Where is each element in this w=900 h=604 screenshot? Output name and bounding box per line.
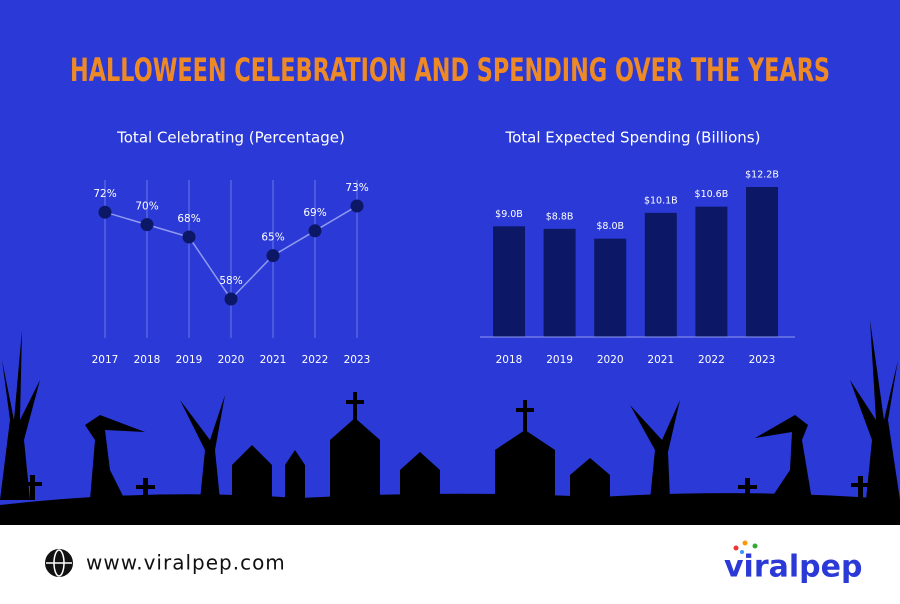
x-tick-label: 2019 bbox=[546, 354, 573, 366]
value-label: $10.6B bbox=[695, 189, 729, 200]
x-tick-label: 2020 bbox=[218, 354, 245, 366]
bar bbox=[644, 212, 677, 337]
x-tick-label: 2023 bbox=[749, 354, 776, 366]
value-label: 70% bbox=[135, 201, 158, 213]
footer bbox=[0, 525, 900, 600]
x-tick-label: 2020 bbox=[597, 354, 624, 366]
point bbox=[266, 249, 280, 263]
page-title: HALLOWEEN CELEBRATION AND SPENDING OVER … bbox=[70, 51, 830, 89]
point bbox=[182, 230, 196, 244]
point bbox=[308, 224, 322, 238]
value-label: $10.1B bbox=[644, 195, 678, 206]
logo-dots bbox=[733, 540, 758, 554]
point bbox=[98, 205, 112, 219]
x-tick-label: 2022 bbox=[302, 354, 329, 366]
x-tick-label: 2021 bbox=[260, 354, 287, 366]
point bbox=[140, 218, 154, 232]
value-label: $9.0B bbox=[495, 209, 523, 220]
x-tick-label: 2019 bbox=[176, 354, 203, 366]
bar bbox=[695, 206, 728, 337]
footer-brand: viralpep bbox=[724, 550, 862, 585]
bar bbox=[746, 187, 778, 337]
value-label: $8.0B bbox=[596, 221, 624, 232]
chart-title: Total Expected Spending (Billions) bbox=[505, 129, 761, 147]
x-tick-label: 2018 bbox=[496, 354, 523, 366]
point bbox=[350, 199, 364, 213]
globe-icon bbox=[45, 549, 73, 577]
x-tick-label: 2022 bbox=[698, 354, 725, 366]
bar bbox=[493, 226, 525, 337]
value-label: 68% bbox=[177, 213, 200, 225]
footer-url: www.viralpep.com bbox=[86, 551, 286, 575]
point bbox=[224, 292, 238, 306]
value-label: 73% bbox=[345, 182, 368, 194]
x-tick-label: 2017 bbox=[92, 354, 119, 366]
value-label: 58% bbox=[219, 275, 242, 287]
silhouette bbox=[0, 320, 900, 525]
value-label: $8.8B bbox=[546, 211, 574, 222]
value-label: 69% bbox=[303, 207, 326, 219]
x-tick-label: 2021 bbox=[647, 354, 674, 366]
bar bbox=[543, 228, 576, 337]
value-label: 72% bbox=[93, 188, 116, 200]
chart-title: Total Celebrating (Percentage) bbox=[116, 129, 345, 147]
bar bbox=[594, 238, 627, 337]
x-tick-label: 2018 bbox=[134, 354, 161, 366]
value-label: $12.2B bbox=[745, 170, 779, 181]
x-tick-label: 2023 bbox=[344, 354, 371, 366]
value-label: 65% bbox=[261, 232, 284, 244]
